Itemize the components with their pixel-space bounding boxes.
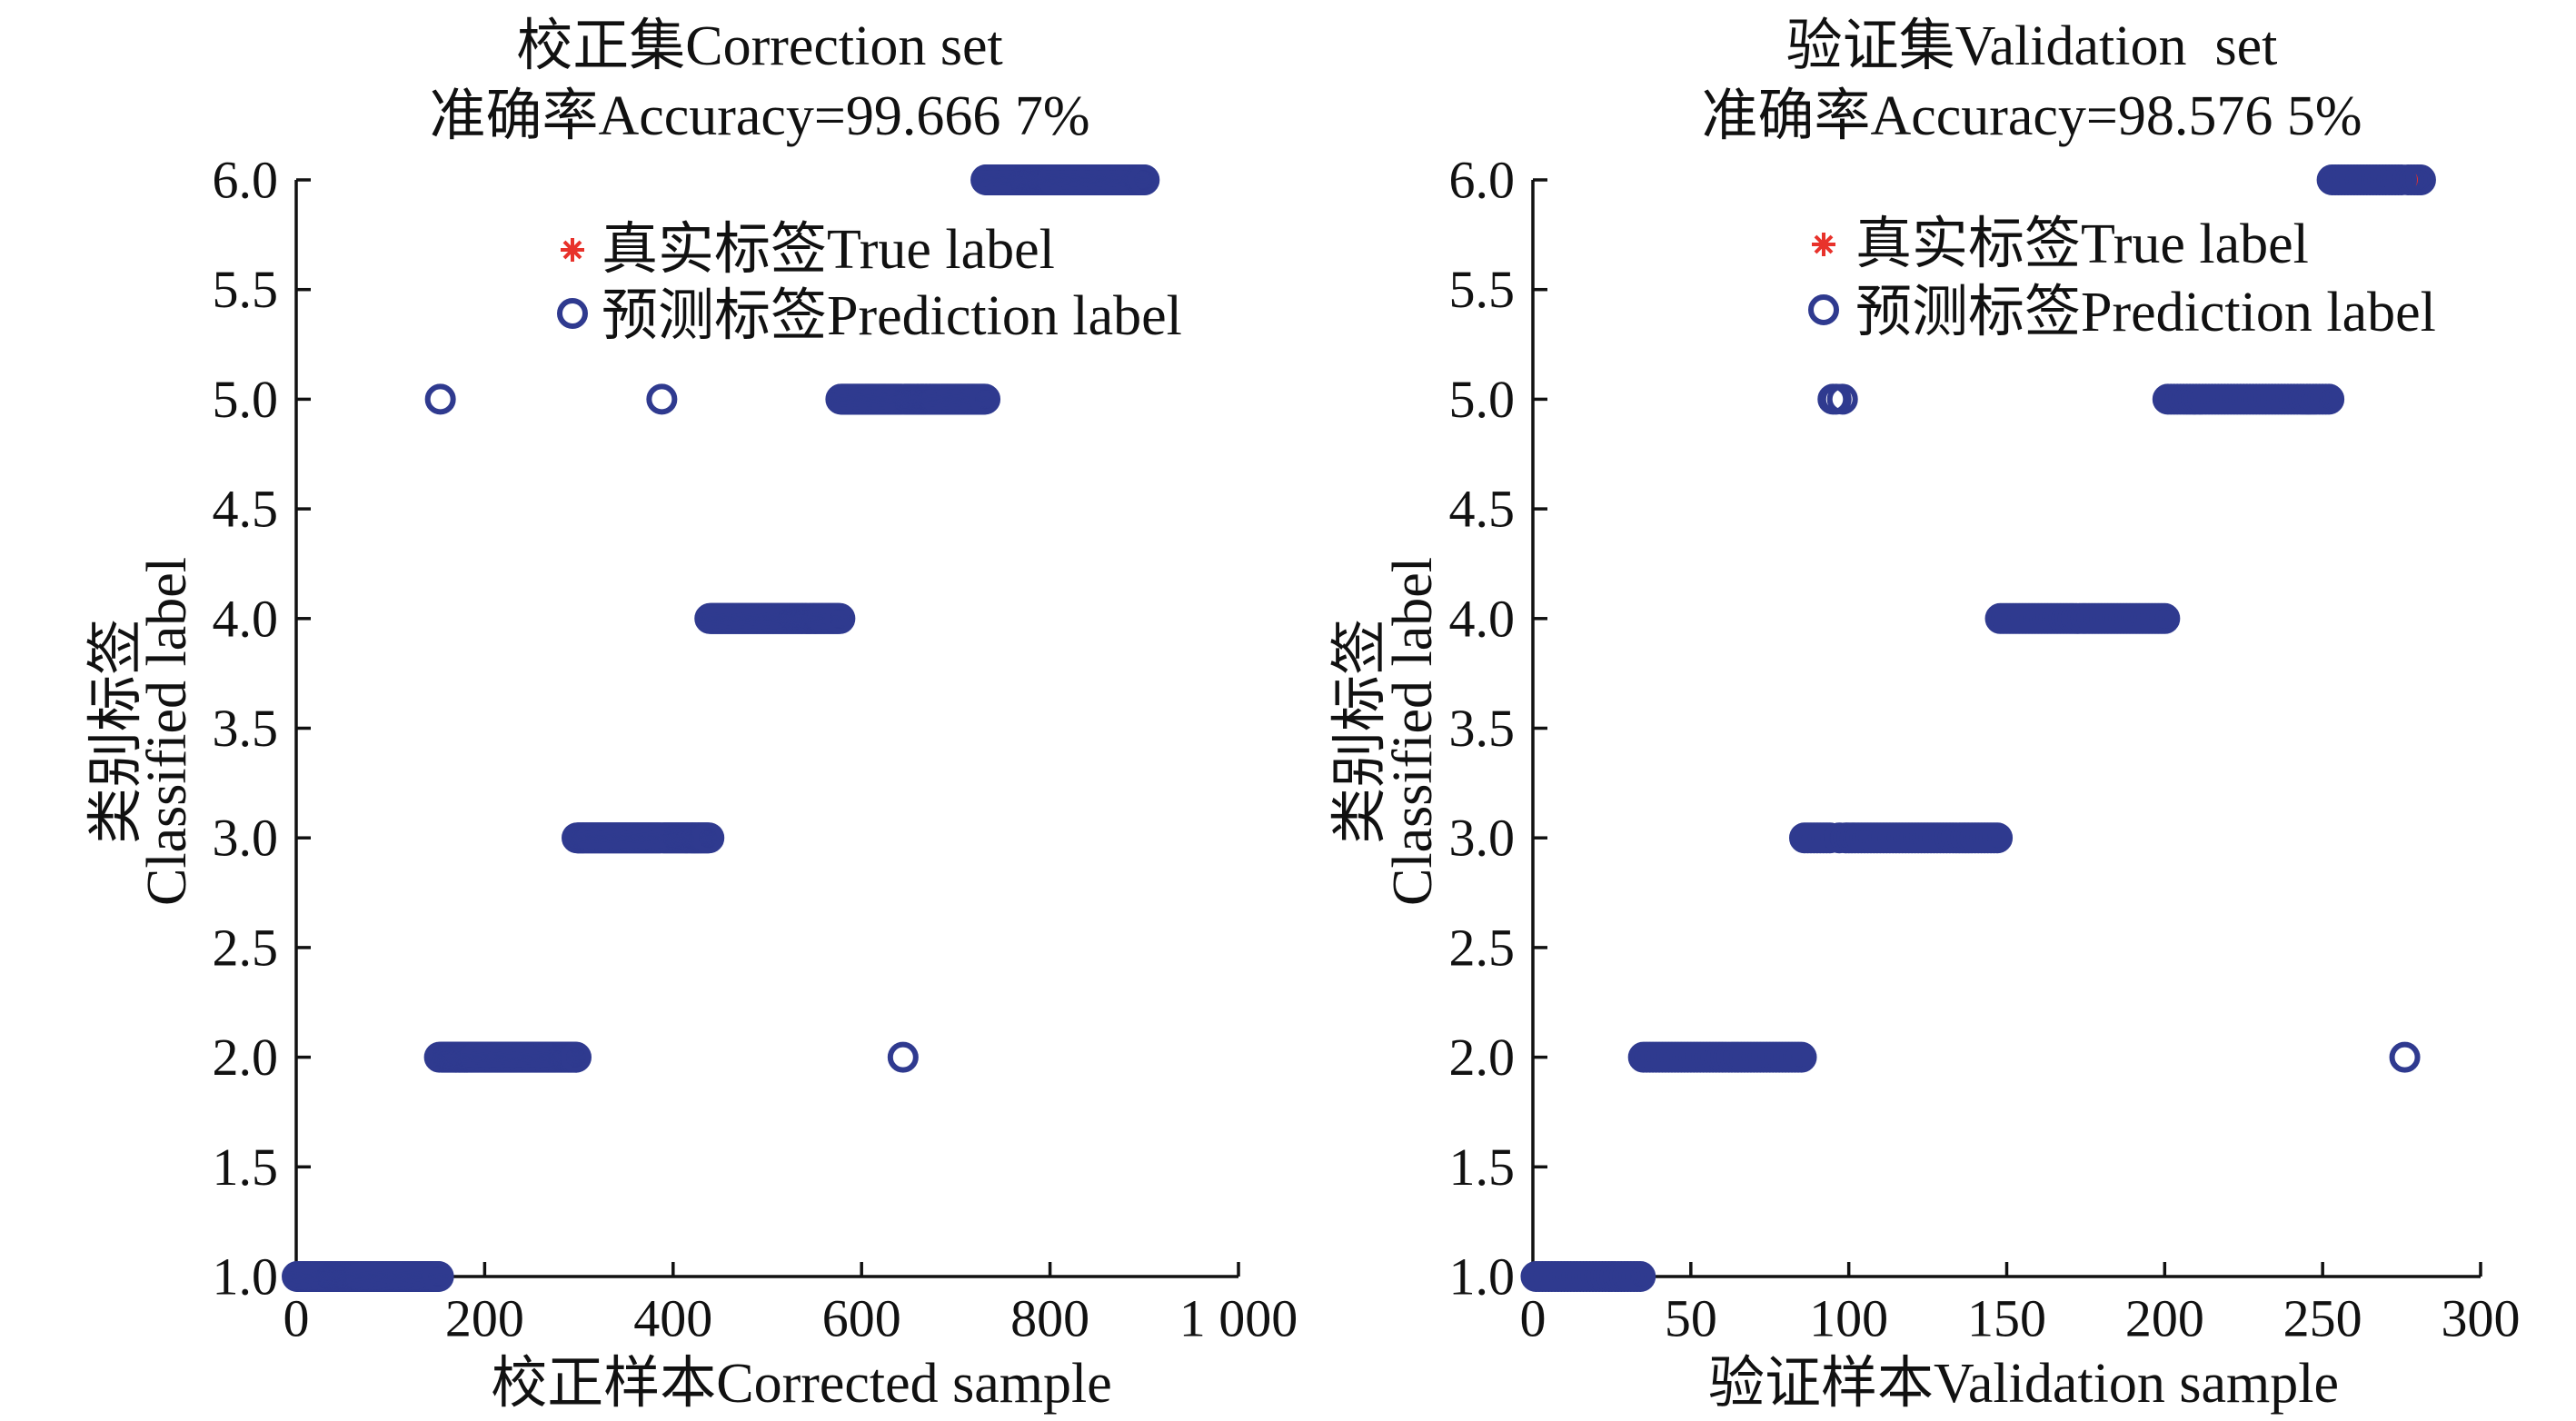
axes: 1.0 1.5 2.0 2.5 3.0 3.5 4.0 4.5 5.0 5.5 6.0 0 50 100 1… (1449, 151, 2521, 1348)
panel-correction-set: 校正集Correction set 准确率Accuracy=99.666 7% … (85, 15, 1298, 1415)
prediction-marker (1625, 1261, 1656, 1292)
x-tick-label: 150 (1967, 1289, 2046, 1348)
chart-title: 校正集Correction set (516, 15, 1003, 77)
legend-true-label-marker (561, 238, 584, 262)
chart-subtitle: 准确率Accuracy=98.576 5% (1701, 85, 2362, 147)
legend-true-label-text: 真实标签True label (602, 219, 1055, 281)
x-axis-label: 校正样本Corrected sample (491, 1353, 1112, 1415)
prediction-series (1520, 164, 2436, 1292)
prediction-marker (560, 1041, 592, 1073)
legend-true-label-marker (1812, 233, 1835, 256)
y-tick-label: 4.0 (1449, 589, 1516, 648)
prediction-marker (970, 383, 1001, 415)
x-tick-label: 50 (1665, 1289, 1717, 1348)
prediction-marker (693, 822, 725, 854)
y-tick-label: 1.0 (213, 1247, 279, 1307)
prediction-marker (887, 1041, 919, 1073)
prediction-series (282, 164, 1160, 1292)
y-tick-label: 1.5 (1449, 1138, 1516, 1197)
y-axis-label-cn: 类别标签 (85, 619, 147, 844)
y-tick-label: 3.0 (1449, 809, 1516, 868)
x-tick-label: 100 (1809, 1289, 1888, 1348)
legend-prediction-marker (1808, 294, 1839, 325)
x-tick-label: 1 000 (1179, 1289, 1298, 1348)
y-tick-label: 2.0 (213, 1028, 279, 1087)
prediction-marker (424, 383, 456, 415)
y-axis-label-cn: 类别标签 (1329, 619, 1391, 844)
x-tick-label: 0 (283, 1289, 310, 1348)
legend-prediction-text: 预测标签Prediction label (1855, 282, 2436, 343)
chart-title: 验证集Validation set (1786, 15, 2278, 77)
x-tick-label: 600 (822, 1289, 901, 1348)
x-tick-label: 250 (2283, 1289, 2362, 1348)
prediction-marker (1982, 822, 2014, 854)
legend: 真实标签True label 预测标签Prediction label (1808, 214, 2436, 343)
prediction-marker (1129, 164, 1160, 195)
y-tick-label: 1.0 (1449, 1247, 1516, 1307)
prediction-marker (2313, 383, 2345, 415)
panel-validation-set: 验证集Validation set 准确率Accuracy=98.576 5% … (1329, 15, 2521, 1415)
prediction-marker (2404, 164, 2436, 195)
prediction-marker (646, 383, 678, 415)
y-tick-label: 3.5 (213, 699, 279, 758)
prediction-marker (2149, 602, 2181, 634)
y-tick-label: 5.5 (213, 260, 279, 319)
legend-prediction-marker (557, 298, 588, 329)
prediction-marker (2389, 1041, 2421, 1073)
x-tick-label: 800 (1010, 1289, 1089, 1348)
legend-true-label-text: 真实标签True label (1855, 214, 2309, 275)
x-tick-label: 200 (2125, 1289, 2204, 1348)
prediction-marker (423, 1261, 454, 1292)
y-axis-label-en: Classified label (1382, 557, 1444, 906)
y-tick-label: 5.0 (1449, 370, 1516, 429)
x-tick-label: 0 (1520, 1289, 1547, 1348)
y-tick-label: 1.5 (213, 1138, 279, 1197)
y-tick-label: 4.0 (213, 589, 279, 648)
y-tick-label: 4.5 (1449, 480, 1516, 539)
y-tick-label: 5.0 (213, 370, 279, 429)
prediction-marker (1826, 383, 1858, 415)
y-tick-label: 2.5 (1449, 918, 1516, 977)
x-tick-label: 300 (2442, 1289, 2521, 1348)
y-tick-label: 2.0 (1449, 1028, 1516, 1087)
x-tick-label: 400 (633, 1289, 712, 1348)
y-tick-label: 2.5 (213, 918, 279, 977)
chart-subtitle: 准确率Accuracy=99.666 7% (429, 85, 1089, 147)
legend: 真实标签True label 预测标签Prediction label (557, 219, 1182, 347)
prediction-marker (824, 602, 856, 634)
y-tick-label: 6.0 (213, 151, 279, 210)
y-axis-label-en: Classified label (136, 557, 198, 906)
y-tick-label: 3.0 (213, 809, 279, 868)
legend-prediction-text: 预测标签Prediction label (602, 285, 1182, 347)
x-tick-label: 200 (445, 1289, 524, 1348)
axes: 1.0 1.5 2.0 2.5 3.0 3.5 4.0 4.5 5.0 5.5 6.0 0 200 400… (213, 151, 1298, 1348)
prediction-marker (1785, 1041, 1817, 1073)
y-tick-label: 4.5 (213, 480, 279, 539)
x-axis-label: 验证样本Validation sample (1708, 1353, 2339, 1415)
y-tick-label: 6.0 (1449, 151, 1516, 210)
y-tick-label: 3.5 (1449, 699, 1516, 758)
y-tick-label: 5.5 (1449, 260, 1516, 319)
